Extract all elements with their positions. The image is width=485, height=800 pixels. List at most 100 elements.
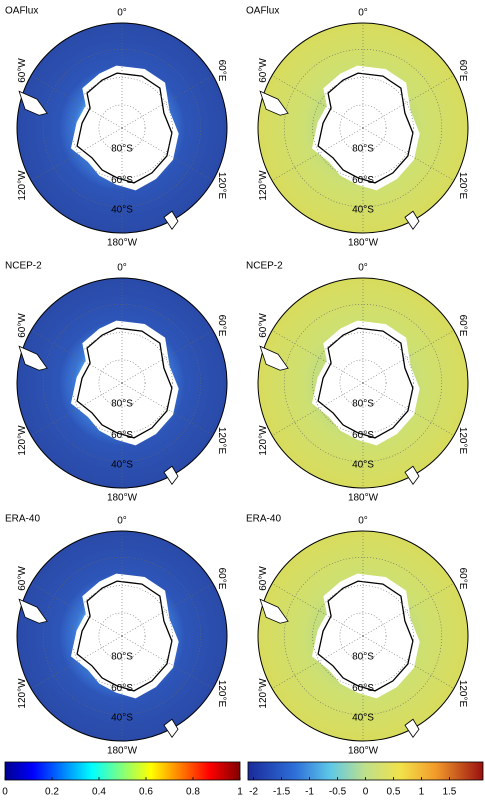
longitude-label: 180°W: [107, 238, 138, 249]
continent: [163, 210, 179, 230]
latitude-circle: [312, 332, 414, 434]
colorbar-tick-label: 0: [2, 787, 8, 798]
panel-label: OAFlux: [246, 6, 279, 17]
meridian: [362, 382, 455, 436]
meridian: [121, 127, 214, 181]
colorbar-tick-label: 0.5: [387, 787, 401, 798]
longitude-label: 0°: [117, 263, 127, 274]
colorbar-tick-label: -0.5: [329, 787, 347, 798]
longitude-label: 120°W: [17, 170, 28, 201]
meridian: [271, 382, 364, 436]
longitude-label: 0°: [117, 8, 127, 19]
longitude-label: 60°W: [17, 566, 28, 591]
latitude-circle: [339, 104, 387, 152]
latitude-label: 40°S: [352, 205, 374, 216]
longitude-label: 180°W: [107, 746, 138, 757]
latitude-label: 80°S: [111, 399, 133, 410]
panel-label: OAFlux: [5, 6, 38, 17]
latitude-label: 40°S: [352, 460, 374, 471]
longitude-label: 60°W: [17, 313, 28, 338]
latitude-label: 60°S: [111, 175, 133, 186]
colorbar-tick-label: 0.6: [139, 787, 153, 798]
longitude-label: 60°E: [457, 60, 468, 82]
continent: [259, 598, 289, 624]
latitude-label: 40°S: [111, 460, 133, 471]
latitude-label: 40°S: [352, 713, 374, 724]
meridian: [30, 330, 123, 384]
continent: [404, 210, 420, 230]
continent: [163, 718, 179, 738]
continent: [18, 90, 48, 116]
latitude-circle: [98, 104, 146, 152]
longitude-label: 0°: [358, 263, 368, 274]
longitude-label: 60°E: [216, 568, 227, 590]
colorbar-tick-label: 1: [419, 787, 425, 798]
continent: [259, 345, 289, 371]
colorbar-tick-label: -2: [249, 787, 258, 798]
longitude-label: 120°E: [457, 680, 468, 708]
latitude-label: 80°S: [352, 144, 374, 155]
latitude-label: 80°S: [352, 399, 374, 410]
longitude-label: 180°W: [107, 493, 138, 504]
longitude-label: 120°E: [457, 427, 468, 455]
longitude-label: 120°W: [17, 678, 28, 709]
meridian: [362, 583, 455, 637]
meridian: [121, 75, 214, 129]
latitude-circle: [312, 77, 414, 179]
longitude-label: 120°W: [17, 425, 28, 456]
longitude-label: 60°W: [258, 58, 269, 83]
meridian: [30, 583, 123, 637]
panel-label: ERA-40: [246, 514, 281, 525]
longitude-label: 60°E: [457, 568, 468, 590]
longitude-label: 0°: [358, 516, 368, 527]
continent: [163, 465, 179, 485]
continent: [404, 465, 420, 485]
meridian: [30, 75, 123, 129]
continent: [18, 598, 48, 624]
longitude-label: 0°: [117, 516, 127, 527]
colorbar-tick-label: 0.2: [45, 787, 59, 798]
continent: [18, 345, 48, 371]
longitude-label: 60°E: [216, 60, 227, 82]
meridian: [121, 330, 214, 384]
latitude-circle: [312, 585, 414, 687]
panel-label: ERA-40: [5, 514, 40, 525]
colorbar-tick-label: 1: [237, 787, 243, 798]
latitude-circle: [98, 612, 146, 660]
meridian: [362, 330, 455, 384]
latitude-label: 40°S: [111, 205, 133, 216]
longitude-label: 60°W: [258, 313, 269, 338]
meridian: [30, 127, 123, 181]
meridian: [271, 75, 364, 129]
colorbar-tick-label: 1.5: [442, 787, 456, 798]
meridian: [362, 635, 455, 689]
latitude-label: 40°S: [111, 713, 133, 724]
longitude-label: 120°E: [457, 172, 468, 200]
latitude-circle: [339, 612, 387, 660]
meridian: [362, 75, 455, 129]
latitude-label: 80°S: [352, 652, 374, 663]
longitude-label: 120°W: [258, 170, 269, 201]
meridian: [271, 330, 364, 384]
latitude-label: 60°S: [352, 430, 374, 441]
colorbar: [4, 761, 241, 781]
colorbar-tick-label: 0.4: [92, 787, 106, 798]
longitude-label: 180°W: [348, 746, 379, 757]
meridian: [121, 382, 214, 436]
longitude-label: 60°W: [17, 58, 28, 83]
panel-label: NCEP-2: [5, 261, 42, 272]
longitude-label: 60°E: [216, 315, 227, 337]
meridian: [271, 583, 364, 637]
longitude-label: 60°E: [457, 315, 468, 337]
longitude-label: 60°W: [258, 566, 269, 591]
meridian: [30, 382, 123, 436]
latitude-circle: [71, 585, 173, 687]
colorbar-tick-label: -1.5: [273, 787, 291, 798]
latitude-circle: [339, 359, 387, 407]
latitude-label: 60°S: [111, 430, 133, 441]
latitude-label: 80°S: [111, 652, 133, 663]
panel-label: NCEP-2: [246, 261, 283, 272]
continent: [404, 718, 420, 738]
colorbar-tick-label: 0.8: [186, 787, 200, 798]
